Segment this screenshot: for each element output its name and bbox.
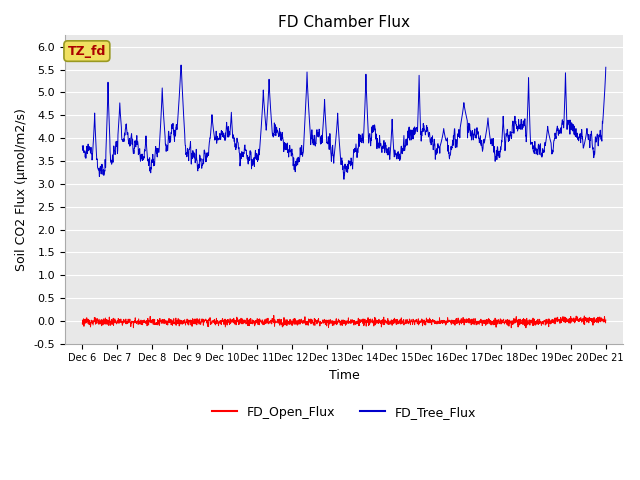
FD_Open_Flux xyxy=(508,325,515,331)
FD_Tree_Flux xyxy=(588,132,595,138)
FD_Open_Flux xyxy=(270,312,278,318)
FD_Tree_Flux xyxy=(340,176,348,182)
Text: TZ_fd: TZ_fd xyxy=(68,45,106,58)
FD_Tree_Flux xyxy=(79,143,86,149)
Title: FD Chamber Flux: FD Chamber Flux xyxy=(278,15,410,30)
FD_Open_Flux xyxy=(602,317,610,323)
Legend: FD_Open_Flux, FD_Tree_Flux: FD_Open_Flux, FD_Tree_Flux xyxy=(207,401,481,424)
FD_Tree_Flux xyxy=(319,120,327,126)
Line: FD_Open_Flux: FD_Open_Flux xyxy=(83,315,606,328)
Y-axis label: Soil CO2 Flux (μmol/m2/s): Soil CO2 Flux (μmol/m2/s) xyxy=(15,108,28,271)
FD_Tree_Flux xyxy=(587,132,595,137)
FD_Open_Flux xyxy=(105,318,113,324)
FD_Tree_Flux xyxy=(333,120,341,126)
FD_Tree_Flux xyxy=(602,64,610,70)
FD_Open_Flux xyxy=(319,318,327,324)
FD_Open_Flux xyxy=(333,321,341,327)
X-axis label: Time: Time xyxy=(329,369,360,382)
FD_Tree_Flux xyxy=(105,116,113,122)
Line: FD_Tree_Flux: FD_Tree_Flux xyxy=(83,65,606,179)
FD_Open_Flux xyxy=(491,322,499,327)
FD_Open_Flux xyxy=(79,321,86,327)
FD_Tree_Flux xyxy=(491,158,499,164)
FD_Open_Flux xyxy=(588,317,595,323)
FD_Open_Flux xyxy=(587,317,595,323)
FD_Tree_Flux xyxy=(177,62,185,68)
